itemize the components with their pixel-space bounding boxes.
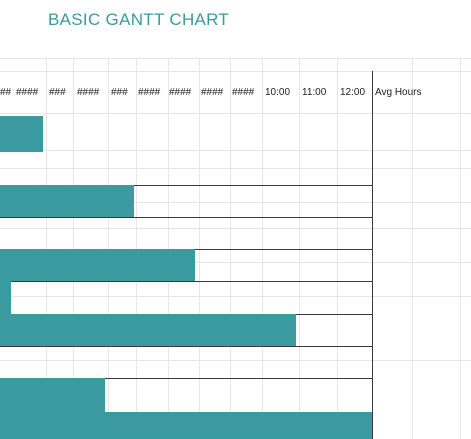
col-header[interactable]: ####: [77, 87, 100, 98]
col-header[interactable]: ####: [201, 87, 224, 98]
col-header[interactable]: ###: [49, 87, 66, 98]
col-header[interactable]: ##: [0, 87, 12, 98]
col-header[interactable]: 12:00: [340, 87, 366, 98]
col-header[interactable]: ####: [16, 87, 39, 98]
avg-hours-header[interactable]: Avg Hours: [375, 87, 422, 98]
avg-hours-divider: [372, 71, 373, 439]
col-header[interactable]: ###: [111, 87, 128, 98]
sheet-title: BASIC GANTT CHART: [48, 10, 230, 29]
col-header[interactable]: ####: [169, 87, 192, 98]
col-header[interactable]: ####: [138, 87, 161, 98]
col-header[interactable]: ####: [232, 87, 255, 98]
col-header[interactable]: 10:00: [265, 87, 291, 98]
gantt-bar[interactable]: [0, 116, 43, 152]
gantt-bar[interactable]: [0, 412, 372, 439]
gantt-bar[interactable]: [0, 249, 195, 281]
gantt-bar[interactable]: [0, 378, 105, 412]
gantt-bar[interactable]: [0, 281, 11, 314]
gantt-bar[interactable]: [0, 185, 134, 217]
col-header[interactable]: 11:00: [302, 87, 327, 98]
gantt-bar[interactable]: [0, 314, 296, 346]
